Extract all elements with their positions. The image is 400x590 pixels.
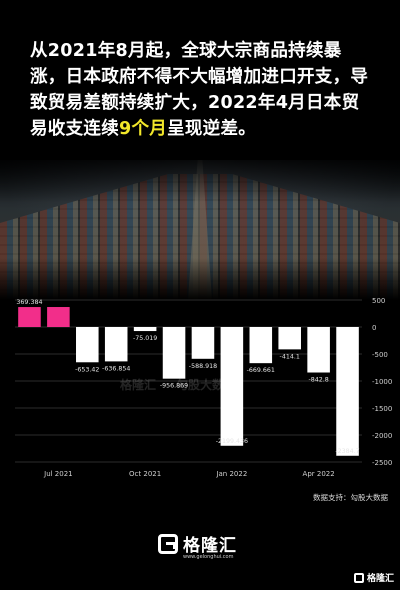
y-tick-label: -1500	[372, 405, 392, 413]
headline-highlight: 9个月	[119, 119, 168, 139]
y-tick-label: 500	[372, 297, 385, 305]
headline-text-end: 呈现逆差。	[167, 119, 257, 139]
y-tick-label: -2000	[372, 432, 392, 440]
x-tick-label: Jan 2022	[215, 470, 247, 478]
headline: 从2021年8月起，全球大宗商品持续暴涨，日本政府不得不大幅增加进口开支，导致贸…	[30, 38, 375, 142]
data-label: -653.42	[75, 366, 99, 373]
headline-text: 从2021年8月起，全球大宗商品持续暴涨，日本政府不得不大幅增加进口开支，导致贸…	[30, 41, 369, 139]
corner-brand-name: 格隆汇	[366, 574, 394, 584]
brand-url: www.gelonghui.com	[183, 554, 234, 560]
bar	[133, 327, 157, 332]
data-label: -669.661	[247, 367, 275, 374]
bar	[18, 307, 41, 327]
gelonghui-logo-icon	[158, 533, 178, 554]
bar	[47, 307, 70, 327]
data-label: -588.918	[189, 363, 217, 370]
bar	[162, 327, 186, 379]
bar	[104, 327, 128, 362]
bar	[278, 327, 301, 350]
x-tick-label: Jul 2021	[43, 470, 73, 478]
y-tick-label: 0	[372, 324, 376, 332]
x-tick-label: Oct 2021	[129, 470, 161, 478]
data-label: -2384.7	[335, 448, 359, 455]
y-tick-label: -2500	[372, 459, 392, 467]
data-label: -842.8	[308, 377, 328, 384]
data-label: 369.384	[16, 299, 42, 306]
data-source: 数据支持：勾股大数据	[313, 493, 388, 502]
chart-svg: 500 0 -500 -1000 -1500 -2000 -2500 369.384 -653.…	[15, 297, 392, 478]
watermark-gougu: 勾股大数据	[176, 378, 237, 392]
y-tick-label: -1000	[372, 378, 392, 386]
corner-brand: 格隆汇	[353, 571, 394, 584]
watermark-gelonghui: 格隆汇	[120, 378, 157, 392]
data-label: -956.869	[160, 383, 188, 390]
x-tick-label: Apr 2022	[303, 470, 335, 478]
bar	[336, 327, 359, 456]
data-label: -414.1	[280, 353, 300, 360]
data-label: -2199.436	[216, 438, 248, 445]
bar	[76, 327, 99, 363]
bar	[220, 327, 244, 446]
container-port-photo	[0, 160, 400, 300]
data-label: -75.019	[133, 335, 157, 342]
brand-name: 格隆汇	[183, 536, 237, 556]
brand-logo: 格隆汇	[158, 531, 237, 556]
bar	[307, 327, 330, 373]
trade-balance-chart: 500 0 -500 -1000 -1500 -2000 -2500 369.384 -653.…	[0, 290, 400, 490]
y-tick-label: -500	[372, 351, 388, 359]
bar	[249, 327, 273, 364]
bar	[191, 327, 215, 359]
data-label: -636.854	[102, 365, 130, 372]
corner-logo-icon	[353, 572, 364, 583]
